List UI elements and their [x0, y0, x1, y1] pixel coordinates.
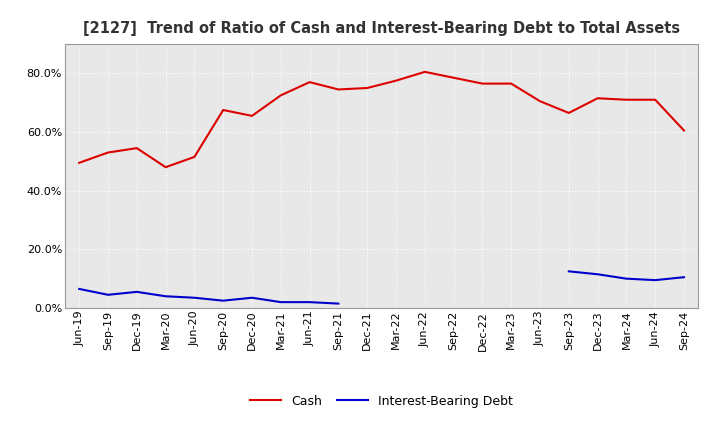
Cash: [564, 110, 573, 116]
Cash: [680, 128, 688, 133]
Interest-Bearing Debt: [161, 293, 170, 299]
Cash: [622, 97, 631, 103]
Interest-Bearing Debt: [132, 289, 141, 294]
Cash: [190, 154, 199, 160]
Cash: [536, 99, 544, 104]
Cash: [507, 81, 516, 86]
Cash: [420, 69, 429, 74]
Cash: [161, 165, 170, 170]
Interest-Bearing Debt: [334, 301, 343, 306]
Interest-Bearing Debt: [305, 300, 314, 305]
Cash: [305, 80, 314, 85]
Cash: [593, 95, 602, 101]
Cash: [478, 81, 487, 86]
Legend: Cash, Interest-Bearing Debt: Cash, Interest-Bearing Debt: [245, 390, 518, 413]
Cash: [449, 75, 458, 81]
Line: Cash: Cash: [79, 72, 684, 167]
Line: Interest-Bearing Debt: Interest-Bearing Debt: [79, 289, 338, 304]
Cash: [334, 87, 343, 92]
Interest-Bearing Debt: [219, 298, 228, 303]
Cash: [75, 160, 84, 165]
Cash: [104, 150, 112, 155]
Interest-Bearing Debt: [75, 286, 84, 292]
Cash: [651, 97, 660, 103]
Cash: [219, 107, 228, 113]
Interest-Bearing Debt: [276, 300, 285, 305]
Interest-Bearing Debt: [104, 292, 112, 297]
Cash: [363, 85, 372, 91]
Interest-Bearing Debt: [190, 295, 199, 301]
Cash: [248, 113, 256, 118]
Cash: [392, 78, 400, 83]
Cash: [132, 146, 141, 151]
Title: [2127]  Trend of Ratio of Cash and Interest-Bearing Debt to Total Assets: [2127] Trend of Ratio of Cash and Intere…: [83, 21, 680, 36]
Interest-Bearing Debt: [248, 295, 256, 301]
Cash: [276, 93, 285, 98]
